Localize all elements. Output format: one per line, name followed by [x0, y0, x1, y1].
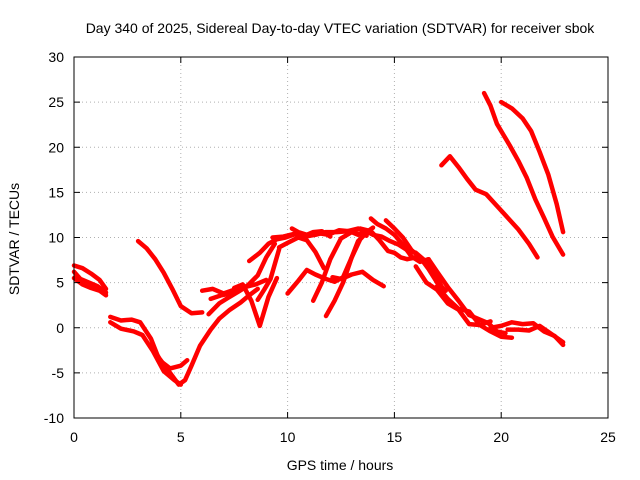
data-arc-arc-7 [148, 286, 260, 387]
x-tick-label: 0 [70, 429, 78, 445]
data-arc-arc-1 [71, 263, 109, 292]
axis-ticks: 0 5 10 15 20 25 -10 -5 0 5 10 15 20 25 30 [44, 49, 616, 445]
x-tick-label: 25 [600, 429, 616, 445]
data-arc-arc-6 [135, 238, 205, 316]
y-tick-label: 10 [48, 230, 64, 246]
data-arc-arc-15 [276, 235, 327, 271]
data-arc-arc-29 [505, 323, 566, 345]
data-arc-arc-11 [231, 275, 280, 329]
y-tick-label: 20 [48, 139, 64, 155]
y-tick-label: 5 [56, 275, 64, 291]
y-tick-label: -5 [52, 365, 65, 381]
x-tick-label: 15 [387, 429, 403, 445]
x-tick-label: 20 [493, 429, 509, 445]
y-tick-label: 25 [48, 94, 64, 110]
data-arc-arc-23 [362, 228, 444, 289]
y-axis-label: SDTVAR / TECUs [6, 183, 22, 295]
data-series [71, 90, 566, 387]
data-arc-arc-27 [434, 283, 493, 328]
data-arc-arc-30 [439, 154, 540, 260]
data-arc-arc-24 [383, 218, 448, 293]
data-arc-arc-22 [368, 216, 431, 265]
data-arc-arc-25 [413, 264, 515, 340]
x-axis-label: GPS time / hours [287, 457, 394, 473]
y-tick-label: 30 [48, 49, 64, 65]
data-arc-arc-20 [330, 269, 386, 289]
data-arc-arc-32 [498, 99, 566, 235]
data-arc-arc-18 [310, 229, 369, 303]
y-tick-label: -10 [44, 410, 64, 426]
y-tick-label: 0 [56, 320, 64, 336]
data-arc-arc-31 [481, 90, 566, 257]
chart-title: Day 340 of 2025, Sidereal Day-to-day VTE… [86, 20, 596, 36]
x-tick-label: 10 [280, 429, 296, 445]
data-arc-arc-4 [108, 314, 190, 371]
data-arc-arc-16 [285, 232, 367, 296]
data-arc-arc-3 [71, 269, 109, 295]
x-tick-label: 5 [177, 429, 185, 445]
data-arc-arc-13 [255, 246, 282, 303]
y-tick-label: 15 [48, 184, 64, 200]
